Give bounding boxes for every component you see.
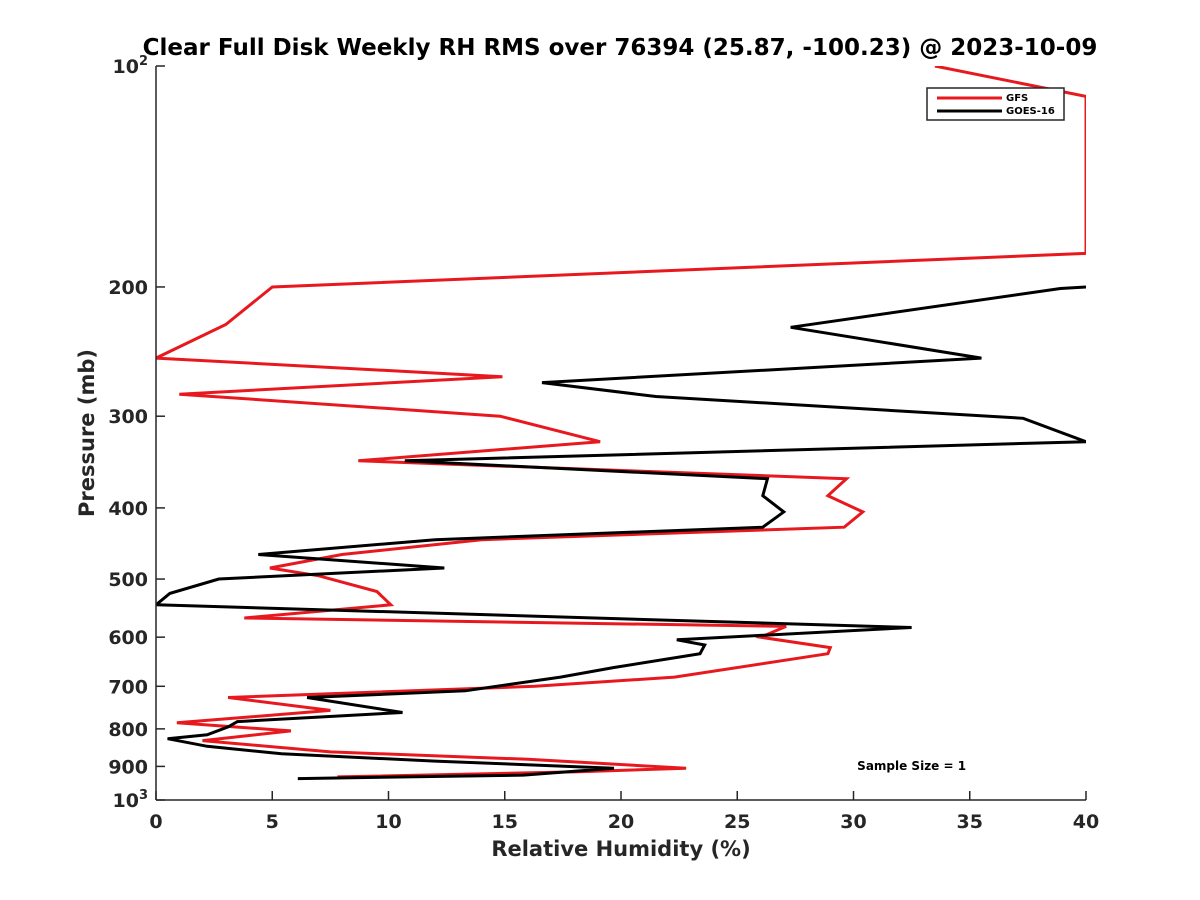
- series-line-goes-16: [156, 285, 1086, 781]
- y-tick-label: 103: [113, 788, 149, 812]
- legend-box: [926, 87, 1065, 121]
- x-tick-label: 5: [266, 811, 279, 833]
- y-axis-ticks: 102 200 300 400 500 600 700 800 900 103: [108, 54, 165, 812]
- x-tick-label: 0: [149, 811, 162, 833]
- y-tick-label: 102: [113, 54, 149, 78]
- y-tick-label: 700: [108, 676, 148, 698]
- y-tick-label: 400: [108, 498, 148, 520]
- x-tick-label: 20: [608, 811, 634, 833]
- legend-label-goes16: GOES-16: [1006, 106, 1055, 117]
- series-line-gfs: [156, 66, 1086, 779]
- x-axis-ticks: 0 5 10 15 20 25 30 35 40: [149, 791, 1099, 833]
- y-tick-label: 200: [108, 277, 148, 299]
- series-layer: [156, 66, 1086, 781]
- legend: GFS GOES-16: [926, 87, 1065, 121]
- x-tick-label: 25: [724, 811, 750, 833]
- y-tick-label: 800: [108, 719, 148, 741]
- y-tick-label: 600: [108, 627, 148, 649]
- y-tick-label: 300: [108, 406, 148, 428]
- plot-area: 0 5 10 15 20 25 30 35 40 102 200 300 400 500 600 700 80…: [108, 54, 1099, 833]
- sample-size-annotation: Sample Size = 1: [857, 759, 966, 773]
- y-tick-label: 500: [108, 569, 148, 591]
- chart-title: Clear Full Disk Weekly RH RMS over 76394…: [143, 35, 1098, 61]
- x-tick-label: 15: [492, 811, 518, 833]
- x-tick-label: 30: [840, 811, 866, 833]
- x-tick-label: 35: [957, 811, 983, 833]
- x-tick-label: 40: [1073, 811, 1099, 833]
- legend-label-gfs: GFS: [1006, 93, 1028, 104]
- x-tick-label: 10: [375, 811, 401, 833]
- y-tick-label: 900: [108, 756, 148, 778]
- y-axis-label: Pressure (mb): [75, 349, 99, 517]
- x-axis-label: Relative Humidity (%): [491, 837, 750, 861]
